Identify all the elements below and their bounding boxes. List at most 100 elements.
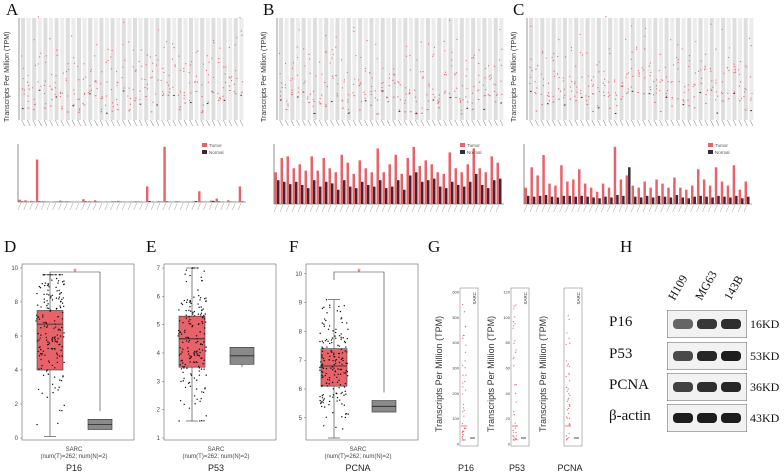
dot-ytick-label: 80	[506, 340, 511, 345]
strip-point	[727, 56, 730, 59]
bar-tick	[179, 202, 184, 211]
strip-point	[222, 87, 224, 89]
strip-point	[652, 94, 655, 96]
strip-point	[358, 79, 360, 81]
strip-tick	[55, 119, 59, 127]
tumor-point	[186, 299, 189, 301]
strip-column	[488, 18, 493, 120]
bar-tumor	[673, 177, 676, 204]
tumor-point	[188, 309, 190, 312]
bar-tick	[447, 204, 452, 213]
strip-point	[630, 67, 633, 70]
strip-point	[298, 91, 300, 93]
strip-point	[709, 68, 712, 70]
strip-column	[217, 18, 221, 120]
tumor-point	[183, 367, 185, 369]
bar-tumor	[88, 201, 91, 202]
bar-tumor	[145, 186, 149, 202]
tumor-point	[341, 357, 344, 359]
tumor-point	[322, 347, 324, 350]
strip-point	[408, 89, 411, 91]
strip-tick	[335, 119, 340, 127]
strip-point	[325, 104, 327, 106]
tumor-point	[193, 310, 196, 313]
tumor-point	[55, 297, 58, 299]
wb-band	[673, 413, 693, 423]
strip-tick	[482, 119, 487, 127]
dot-point	[465, 374, 467, 376]
dot-point	[567, 407, 570, 410]
tumor-point	[55, 277, 58, 280]
bar-tick	[535, 204, 540, 213]
strip-column	[608, 18, 613, 120]
strip-point	[312, 90, 315, 92]
tumor-point	[335, 328, 337, 330]
strip-point	[343, 79, 345, 81]
strip-point	[540, 73, 542, 75]
tumor-point	[324, 374, 327, 377]
tumor-point	[49, 309, 52, 311]
tumor-point	[47, 347, 49, 350]
strip-column	[397, 18, 402, 120]
wb-col-143b: 143B	[721, 272, 747, 303]
tumor-point	[330, 351, 333, 353]
tumor-point	[325, 372, 327, 375]
strip-point	[643, 69, 645, 71]
strip-point	[455, 87, 458, 89]
strip-tick	[49, 119, 53, 127]
strip-tick	[150, 119, 154, 127]
wb-band	[721, 413, 741, 423]
strip-column	[636, 18, 641, 120]
strip-point	[627, 88, 629, 90]
strip-point	[548, 95, 550, 97]
strip-point	[422, 76, 424, 78]
strip-point	[621, 85, 623, 88]
box-e-cohort: SARC	[207, 447, 225, 453]
strip-point	[444, 90, 446, 92]
dot-frame	[459, 287, 479, 447]
bar-normal	[283, 181, 286, 204]
strip-column	[284, 18, 289, 120]
tumor-point	[49, 310, 51, 312]
bar-tumor	[466, 164, 469, 204]
strip-point	[287, 103, 289, 105]
tumor-point	[185, 269, 188, 271]
bar-tick	[583, 204, 587, 213]
bar-tumor	[340, 154, 343, 204]
strip-column	[437, 18, 442, 120]
tumor-point	[54, 340, 57, 343]
bar-normal	[699, 195, 702, 204]
tumor-point	[321, 346, 323, 348]
tumor-point	[325, 338, 328, 341]
strip-column	[403, 18, 408, 120]
strip-point	[399, 84, 401, 86]
bar-tick	[595, 204, 599, 213]
tumor-point	[203, 318, 206, 320]
strip-tick	[60, 119, 65, 127]
bar-tick	[702, 204, 706, 213]
tumor-point	[322, 399, 325, 401]
strip-point	[33, 39, 35, 41]
tumor-point	[184, 386, 187, 389]
strip-point	[364, 97, 366, 99]
tumor-point	[38, 318, 41, 320]
strip-point	[500, 80, 502, 82]
strip-point	[23, 89, 25, 91]
bar-tick	[64, 202, 68, 211]
strip-point	[116, 103, 118, 106]
tumor-point	[45, 339, 48, 341]
tumor-point	[184, 363, 187, 366]
strip-point	[331, 57, 333, 59]
bar-tumor	[424, 160, 427, 204]
strip-point	[405, 45, 408, 47]
strip-point	[632, 75, 634, 77]
tumor-point	[347, 328, 349, 331]
bar-tick	[684, 204, 688, 213]
tumor-point	[199, 297, 202, 299]
bar-tumor	[643, 181, 646, 204]
strip-point	[90, 89, 92, 91]
tumor-point	[51, 364, 54, 367]
strip-tick	[494, 119, 498, 127]
tumor-point	[338, 352, 341, 355]
strip-point	[664, 66, 667, 68]
